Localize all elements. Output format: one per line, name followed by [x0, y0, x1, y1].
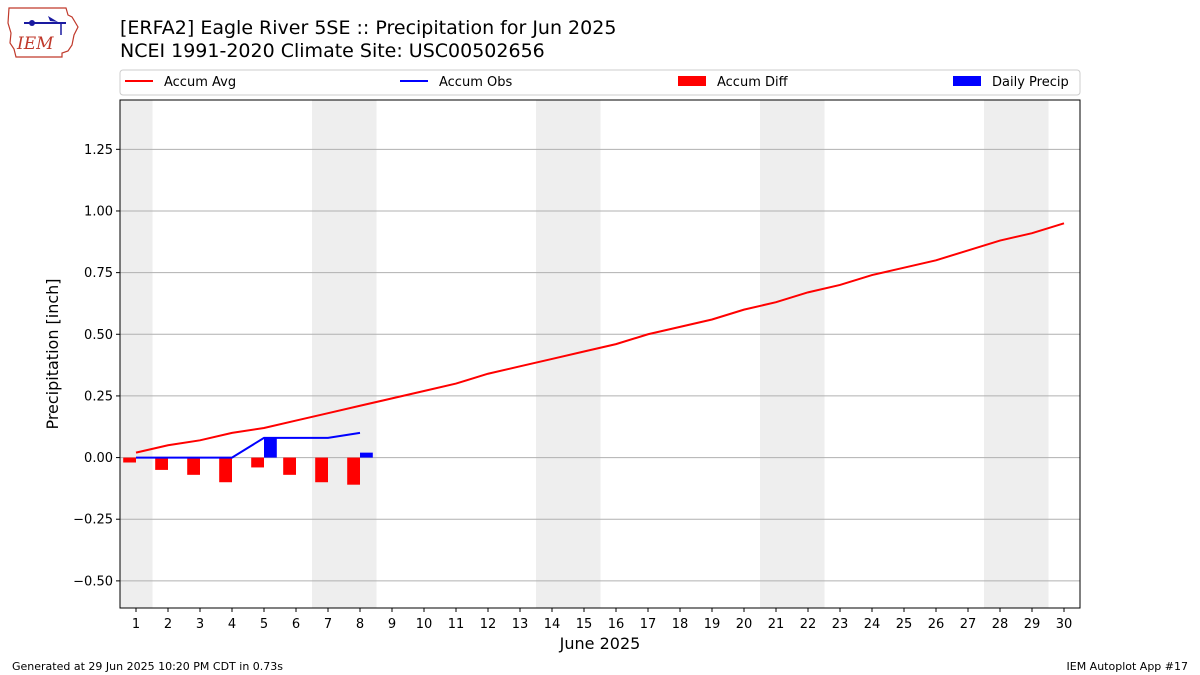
legend-daily-precip-label: Daily Precip [992, 75, 1069, 90]
y-axis-label: Precipitation [inch] [43, 278, 62, 429]
legend-box [119, 69, 1081, 96]
weekend-band [984, 100, 1017, 608]
app-credit: IEM Autoplot App #17 [1066, 660, 1189, 673]
x-tick-label: 18 [672, 617, 689, 632]
x-axis: 1 2 3 4 5 6 7 8 9 10 11 12 13 14 15 16 17 18 19 20 21 22 23 24 2… [132, 608, 1072, 632]
accum-diff-bar [283, 457, 296, 475]
plot-frame [119, 99, 1081, 609]
x-tick-label: 23 [832, 617, 849, 632]
accum-diff-bar [347, 457, 360, 485]
daily-precip-bar [264, 437, 277, 458]
weekend-band [760, 100, 793, 608]
x-tick-label: 2 [164, 617, 172, 632]
x-tick-label: 20 [736, 617, 753, 632]
y-axis: −0.50 −0.25 0.00 0.25 0.50 0.75 1.00 1.25 [73, 143, 120, 589]
chart-subtitle: NCEI 1991-2020 Climate Site: USC00502656 [120, 40, 545, 62]
x-tick-label: 10 [416, 617, 433, 632]
legend: Accum Avg Accum Obs Accum Diff Daily Precip [119, 69, 1081, 96]
x-tick-label: 24 [864, 617, 881, 632]
accum-diff-bar [219, 457, 232, 483]
x-tick-label: 4 [228, 617, 236, 632]
y-tick-label: 1.25 [84, 143, 113, 158]
x-tick-label: 28 [992, 617, 1009, 632]
legend-accum-diff-label: Accum Diff [717, 75, 789, 90]
x-tick-label: 8 [356, 617, 364, 632]
x-tick-label: 14 [544, 617, 561, 632]
weekend-band [120, 100, 153, 608]
x-tick-label: 26 [928, 617, 945, 632]
weekend-band [344, 100, 377, 608]
legend-accum-obs-label: Accum Obs [439, 75, 512, 90]
accum-diff-bar [123, 457, 136, 463]
x-tick-label: 29 [1024, 617, 1041, 632]
x-axis-label: June 2025 [559, 634, 641, 653]
accum-diff-bar [155, 457, 168, 470]
x-tick-label: 7 [324, 617, 332, 632]
iem-logo-graphic: IEM [7, 7, 79, 58]
y-tick-label: 0.00 [84, 451, 113, 466]
legend-accum-avg-label: Accum Avg [164, 75, 236, 90]
accum-diff-bar [315, 457, 328, 483]
legend-accum-diff-swatch [678, 76, 706, 86]
generated-timestamp: Generated at 29 Jun 2025 10:20 PM CDT in… [12, 660, 284, 673]
line-series [135, 222, 1065, 459]
x-tick-label: 22 [800, 617, 817, 632]
y-tick-label: 1.00 [84, 204, 113, 219]
weekend-band [792, 100, 825, 608]
x-tick-label: 3 [196, 617, 204, 632]
weekend-bands [120, 100, 1049, 608]
x-tick-label: 9 [388, 617, 396, 632]
y-tick-label: 0.25 [84, 389, 113, 404]
x-tick-label: 16 [608, 617, 625, 632]
x-tick-label: 19 [704, 617, 721, 632]
x-tick-label: 25 [896, 617, 913, 632]
accum-diff-bar [187, 457, 200, 475]
daily-precip-bar [360, 452, 373, 458]
x-tick-label: 11 [448, 617, 465, 632]
x-tick-label: 21 [768, 617, 785, 632]
y-tick-label: −0.50 [73, 574, 113, 589]
accum-obs-line [136, 431, 361, 459]
x-tick-label: 12 [480, 617, 497, 632]
accum-avg-line [135, 222, 1065, 454]
y-tick-label: 0.50 [84, 328, 113, 343]
y-tick-label: −0.25 [73, 513, 113, 528]
x-tick-label: 17 [640, 617, 657, 632]
weekend-band [1016, 100, 1049, 608]
x-tick-label: 15 [576, 617, 593, 632]
legend-daily-precip-swatch [953, 76, 981, 86]
weekend-band [312, 100, 345, 608]
x-tick-label: 13 [512, 617, 529, 632]
y-tick-label: 0.75 [84, 266, 113, 281]
x-tick-label: 1 [132, 617, 140, 632]
x-tick-label: 30 [1056, 617, 1073, 632]
logo-text: IEM [16, 34, 54, 54]
y-gridlines [120, 148, 1080, 582]
chart-title: [ERFA2] Eagle River 5SE :: Precipitation… [120, 17, 617, 39]
bar-series [123, 437, 373, 485]
iem-logo: IEM [6, 5, 82, 63]
x-tick-label: 5 [260, 617, 268, 632]
accum-diff-bar [251, 457, 264, 468]
x-tick-label: 6 [292, 617, 300, 632]
weekend-band [536, 100, 569, 608]
x-tick-label: 27 [960, 617, 977, 632]
